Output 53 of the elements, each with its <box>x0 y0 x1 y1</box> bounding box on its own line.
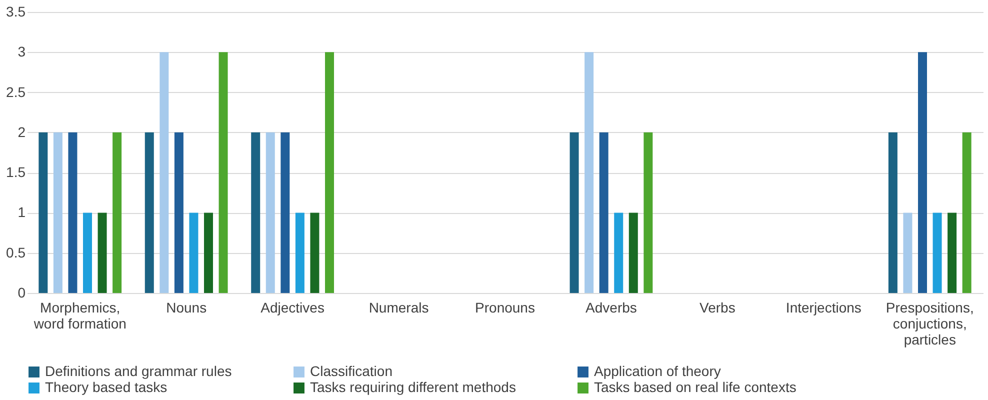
bar <box>204 212 213 293</box>
bar <box>932 212 942 293</box>
x-tick-label: Pronouns <box>475 300 535 316</box>
bar <box>68 132 78 293</box>
x-tick-label: Adverbs <box>586 300 637 316</box>
bar <box>570 132 579 293</box>
bar <box>888 132 898 293</box>
bar <box>280 132 290 293</box>
bar <box>325 52 334 293</box>
y-tick-label: 2.5 <box>6 84 26 100</box>
legend-label: Definitions and grammar rules <box>45 363 232 379</box>
x-tick-label: Prespositions, conjuctions, particles <box>886 300 974 348</box>
legend-label: Theory based tasks <box>45 379 168 395</box>
x-tick-label: Adjectives <box>260 300 324 316</box>
bar <box>903 212 912 293</box>
bar <box>614 212 624 293</box>
y-tick-label: 0 <box>18 284 26 300</box>
y-tick-label: 1 <box>18 204 26 220</box>
bar <box>174 132 184 293</box>
bar <box>83 212 92 293</box>
legend-label: Tasks requiring different methods <box>310 379 516 395</box>
bar <box>189 212 198 293</box>
y-tick-label: 1.5 <box>6 164 26 180</box>
legend-label: Tasks based on real life contexts <box>594 379 796 395</box>
bar <box>599 132 608 293</box>
bar <box>295 212 304 293</box>
legend-label: Classification <box>310 363 392 379</box>
x-tick-label: Numerals <box>368 300 429 316</box>
y-tick-label: 0.5 <box>6 244 26 260</box>
bar <box>584 52 594 293</box>
bar <box>53 132 62 293</box>
x-tick-label: Morphemics, word formation <box>32 300 126 332</box>
x-tick-label: Verbs <box>700 300 736 316</box>
x-tick-label: Interjections <box>786 300 862 316</box>
y-tick-label: 2 <box>18 124 26 140</box>
bar <box>310 212 320 293</box>
legend-label: Application of theory <box>594 363 721 379</box>
bar <box>251 132 260 293</box>
y-tick-label: 3 <box>18 44 26 60</box>
bar <box>160 52 169 293</box>
bar <box>918 52 927 293</box>
bar <box>644 132 653 293</box>
bar <box>948 212 957 293</box>
bar <box>38 132 48 293</box>
x-tick-label: Nouns <box>166 300 207 316</box>
bar <box>266 132 275 293</box>
y-tick-label: 3.5 <box>6 4 26 20</box>
bar <box>144 132 154 293</box>
bar <box>628 212 638 293</box>
bar <box>962 132 972 293</box>
bar <box>218 52 228 293</box>
bar <box>98 212 107 293</box>
bar <box>112 132 122 293</box>
